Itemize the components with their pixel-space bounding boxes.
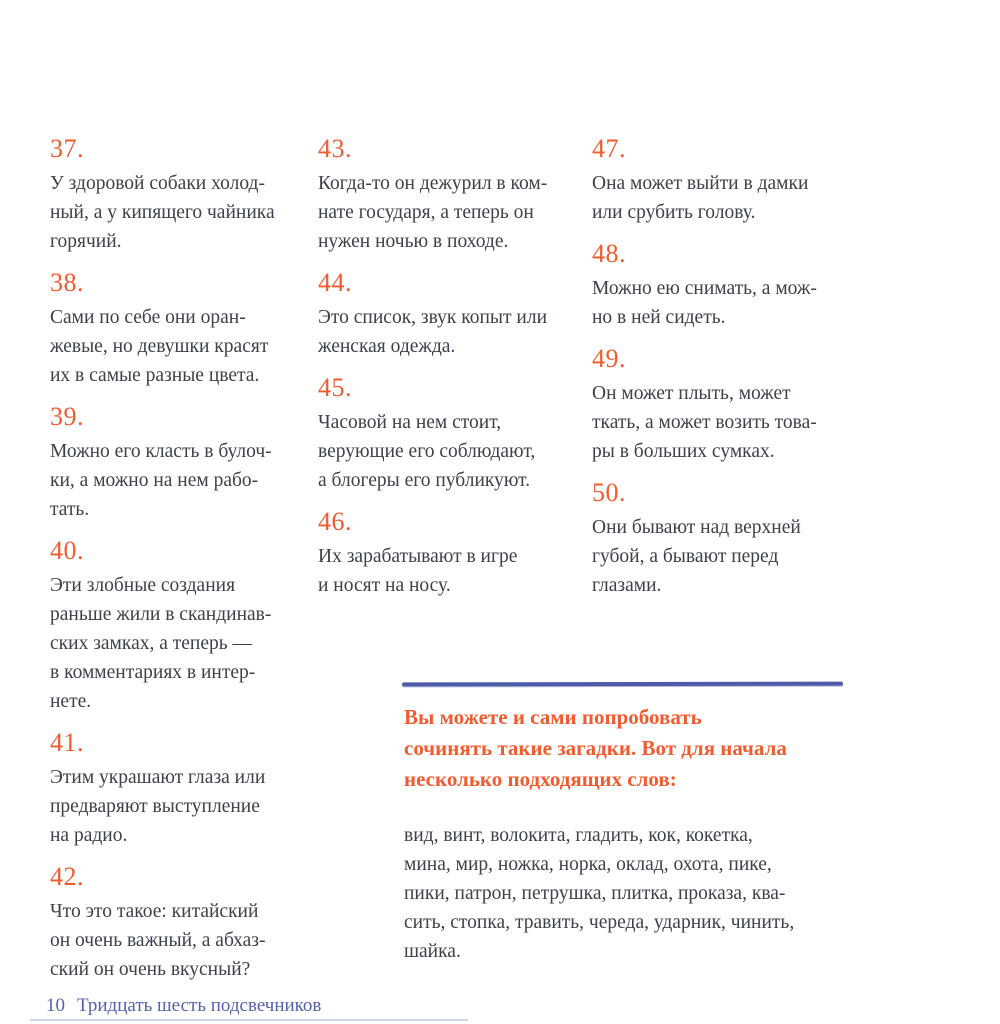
riddle-48: 48. Можно ею снимать, а мож- но в ней си… xyxy=(592,239,892,332)
riddle-44: 44. Это список, звук копыт или женская о… xyxy=(318,268,590,361)
riddle-text: Сами по себе они оран- жевые, но девушки… xyxy=(50,307,269,386)
riddle-number: 41. xyxy=(50,728,84,757)
riddle-49: 49. Он может плыть, может ткать, а может… xyxy=(592,344,892,466)
riddle-number: 44. xyxy=(318,268,352,297)
riddle-39: 39. Можно его класть в булоч- ки, а можн… xyxy=(50,402,316,524)
riddle-number: 48. xyxy=(592,239,626,268)
riddle-text: Часовой на нем стоит, верующие его соблю… xyxy=(318,412,536,491)
callout-word-list: вид, винт, волокита, гладить, кок, кокет… xyxy=(404,825,795,962)
riddle-text: Можно его класть в булоч- ки, а можно на… xyxy=(50,441,272,520)
riddle-column-middle: 43. Когда-то он дежурил в ком- нате госу… xyxy=(318,134,590,612)
riddle-number: 43. xyxy=(318,134,352,163)
riddle-text: Когда-то он дежурил в ком- нате государя… xyxy=(318,173,548,252)
page-footer: 10 Тридцать шесть подсвечников xyxy=(46,995,321,1017)
riddle-number: 38. xyxy=(50,268,84,297)
riddle-text: Можно ею снимать, а мож- но в ней сидеть… xyxy=(592,278,817,328)
page-bottom-edge-line xyxy=(30,1019,468,1021)
riddle-number: 46. xyxy=(318,507,352,536)
callout-heading: Вы можете и сами попробовать сочинять та… xyxy=(404,705,787,791)
riddle-number: 40. xyxy=(50,536,84,565)
riddle-46: 46. Их зарабатывают в игре и носят на но… xyxy=(318,507,590,600)
riddle-41: 41. Этим украшают глаза или предваряют в… xyxy=(50,728,316,850)
riddle-38: 38. Сами по себе они оран- жевые, но дев… xyxy=(50,268,316,390)
riddle-45: 45. Часовой на нем стоит, верующие его с… xyxy=(318,373,590,495)
riddle-40: 40. Эти злобные создания раньше жили в с… xyxy=(50,536,316,716)
riddle-37: 37. У здоровой собаки холод- ный, а у ки… xyxy=(50,134,316,256)
callout-divider-rule xyxy=(401,681,844,687)
riddle-text: Этим украшают глаза или предваряют высту… xyxy=(50,767,266,846)
riddle-50: 50. Они бывают над верхней губой, а быва… xyxy=(592,478,892,600)
riddle-text: Она может выйти в дамки или срубить голо… xyxy=(592,173,809,223)
riddle-column-left: 37. У здоровой собаки холод- ный, а у ки… xyxy=(50,134,316,996)
riddle-number: 37. xyxy=(50,134,84,163)
page-number: 10 xyxy=(46,995,65,1016)
riddle-number: 39. xyxy=(50,402,84,431)
riddle-text: Это список, звук копыт или женская одежд… xyxy=(318,307,548,357)
riddle-text: Их зарабатывают в игре и носят на носу. xyxy=(318,546,518,596)
book-title: Тридцать шесть подсвечников xyxy=(77,995,322,1016)
riddle-number: 49. xyxy=(592,344,626,373)
riddle-number: 42. xyxy=(50,862,84,891)
riddle-42: 42. Что это такое: китайский он очень ва… xyxy=(50,862,316,984)
riddle-text: Что это такое: китайский он очень важный… xyxy=(50,901,266,980)
riddle-text: Эти злобные создания раньше жили в сканд… xyxy=(50,575,272,712)
riddle-47: 47. Она может выйти в дамки или срубить … xyxy=(592,134,892,227)
riddle-text: У здоровой собаки холод- ный, а у кипяще… xyxy=(50,173,275,252)
riddle-number: 50. xyxy=(592,478,626,507)
riddle-43: 43. Когда-то он дежурил в ком- нате госу… xyxy=(318,134,590,256)
riddle-number: 45. xyxy=(318,373,352,402)
riddle-text: Он может плыть, может ткать, а может воз… xyxy=(592,383,817,462)
riddle-text: Они бывают над верхней губой, а бывают п… xyxy=(592,517,801,596)
riddle-number: 47. xyxy=(592,134,626,163)
riddle-column-right: 47. Она может выйти в дамки или срубить … xyxy=(592,134,892,612)
